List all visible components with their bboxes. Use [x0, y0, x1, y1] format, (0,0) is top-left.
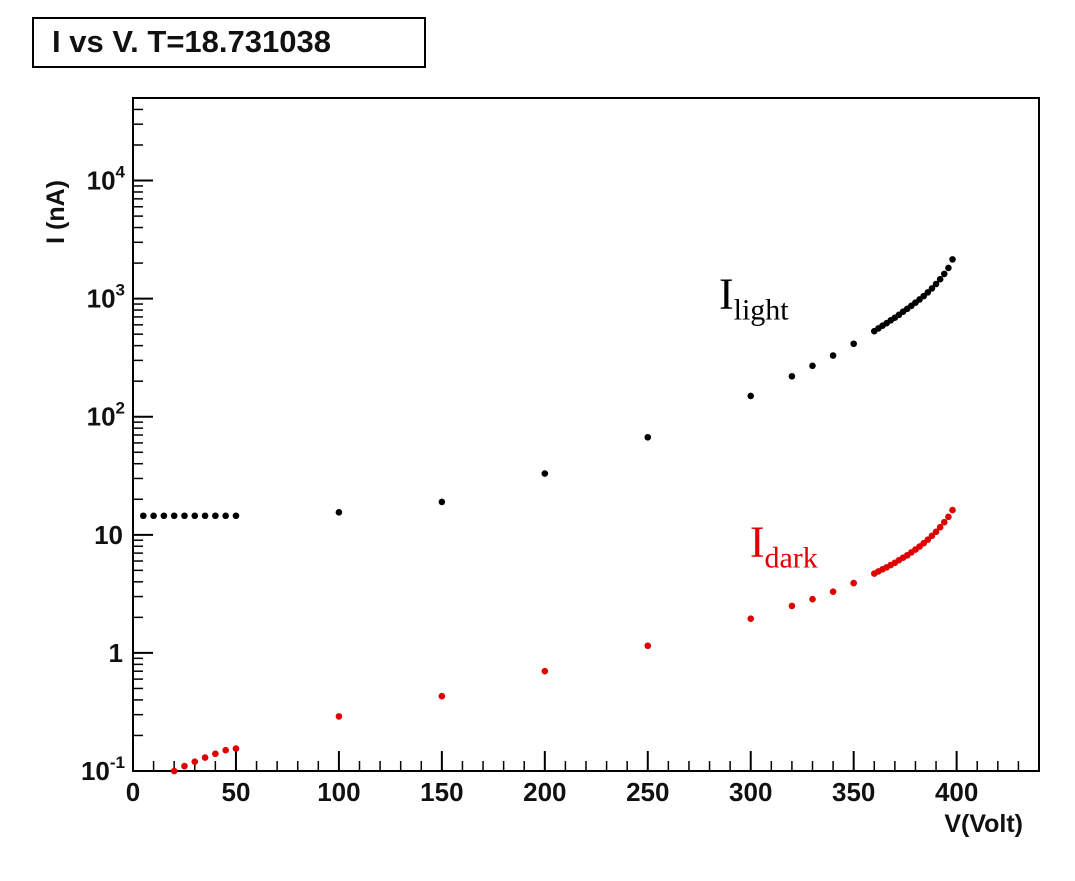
data-point [181, 762, 188, 770]
data-point [949, 506, 956, 514]
data-point [170, 767, 178, 775]
x-tick-label: 400 [935, 777, 978, 807]
y-tick-label: 10 [94, 520, 123, 550]
x-axis-title: V(Volt) [944, 810, 1023, 838]
data-point [181, 512, 188, 520]
data-point [932, 528, 940, 536]
data-point [201, 754, 209, 761]
data-point [850, 340, 857, 348]
y-tick-label: 104 [87, 163, 126, 196]
data-point [438, 692, 446, 700]
data-point [850, 579, 857, 587]
y-tick-label: 102 [87, 399, 125, 432]
data-point [936, 275, 944, 283]
x-tick-label: 300 [729, 777, 772, 807]
chart-title: I vs V. T=18.731038 [52, 24, 331, 59]
data-point [212, 750, 219, 758]
data-point [928, 532, 936, 540]
data-point [788, 372, 796, 380]
data-point [170, 512, 178, 520]
data-point [940, 518, 948, 526]
data-point [924, 289, 932, 296]
data-point [212, 512, 219, 520]
plot-border [132, 97, 1040, 772]
x-tick-label: 100 [317, 777, 360, 807]
data-point [928, 285, 936, 292]
y-tick-label: 10-1 [81, 753, 125, 786]
data-point [222, 746, 229, 754]
data-point [945, 513, 952, 521]
data-point [438, 498, 446, 506]
data-points [139, 256, 956, 775]
data-point [940, 270, 948, 278]
data-point [788, 602, 796, 610]
data-point [160, 512, 168, 520]
data-point [945, 264, 952, 272]
data-point [829, 352, 837, 359]
x-tick-label: 250 [626, 777, 669, 807]
y-tick-labels: 10-1 1 10 102 103 104 [81, 163, 126, 786]
x-tick-label: 0 [126, 777, 140, 807]
plot-frame [132, 97, 1040, 772]
data-point [644, 433, 652, 441]
data-point [232, 512, 240, 520]
data-point [335, 713, 343, 720]
series-annotations: Ilight Idark [719, 270, 818, 575]
data-point [932, 280, 940, 288]
x-tick-label: 200 [523, 777, 566, 807]
data-point [150, 512, 157, 520]
data-point [747, 615, 755, 622]
data-point [809, 362, 816, 370]
data-point [541, 470, 549, 477]
data-point [809, 595, 816, 603]
data-point [201, 512, 209, 520]
y-axis-title: I (nA) [42, 180, 70, 244]
data-point [222, 512, 229, 520]
data-point [139, 512, 147, 520]
data-point [541, 667, 549, 675]
data-point [829, 588, 837, 595]
data-point [191, 758, 199, 765]
data-point [232, 745, 240, 752]
chart-title-box: I vs V. T=18.731038 [32, 17, 426, 68]
y-ticks [133, 97, 153, 772]
data-point [191, 512, 199, 520]
data-point [949, 256, 956, 263]
series-annotation: Idark [750, 517, 818, 574]
data-point [335, 509, 343, 516]
x-major-ticks [132, 751, 958, 771]
x-minor-ticks [152, 761, 1040, 771]
x-tick-label: 350 [832, 777, 875, 807]
series-annotation: Ilight [719, 270, 789, 327]
y-tick-label: 103 [87, 281, 125, 314]
data-point [936, 523, 944, 531]
x-tick-label: 150 [420, 777, 463, 807]
data-point [747, 392, 755, 400]
y-tick-label: 1 [109, 638, 123, 668]
data-point [644, 642, 652, 650]
x-tick-labels: 0 50 100 150 200 250 300 350 400 [126, 777, 979, 807]
x-tick-label: 50 [221, 777, 250, 807]
